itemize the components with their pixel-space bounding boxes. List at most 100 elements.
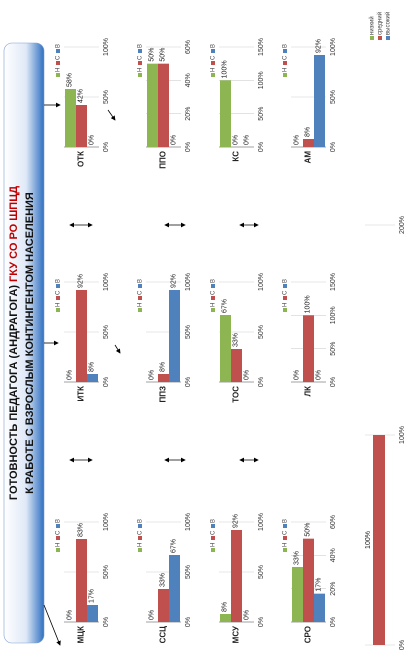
legend-label: Н (283, 543, 289, 547)
bar (314, 55, 325, 147)
category-label: ППО (159, 151, 168, 169)
legend-label: В (56, 519, 62, 523)
bar (158, 589, 169, 622)
x-tick-label: 0% (399, 640, 406, 650)
legend-swatch (283, 296, 287, 300)
value-label: 92% (232, 514, 239, 528)
x-tick-label: 50% (330, 342, 337, 356)
bar (76, 290, 87, 382)
bar (292, 567, 303, 622)
legend-label: С (138, 55, 144, 60)
bar (220, 614, 231, 622)
legend-label: С (138, 290, 144, 295)
x-tick-label: 0% (103, 142, 110, 152)
x-tick-label: 0% (258, 617, 265, 627)
title-part: ГОТОВНОСТЬ ПЕДАГОГА (АНДРАГОГА) (8, 285, 20, 500)
legend-swatch (283, 536, 287, 540)
x-tick-label: 100% (258, 513, 265, 531)
legend-label: Н (138, 543, 144, 547)
bar (87, 374, 98, 382)
legend-label: С (56, 55, 62, 60)
value-label: 17% (315, 578, 322, 592)
title-part: ГКУ СО РО ШПЦД (8, 186, 20, 282)
category-label: ТОС (232, 386, 241, 403)
legend-label: Н (211, 68, 217, 72)
legend-swatch (283, 73, 287, 77)
legend-swatch (56, 73, 60, 77)
value-label: 33% (293, 551, 300, 565)
x-tick-label: 100% (330, 38, 337, 56)
category-label: МСУ (232, 625, 241, 643)
x-tick-label: 40% (185, 73, 192, 87)
legend-swatch (283, 308, 287, 312)
category-label: МЦК (77, 626, 86, 644)
x-tick-label: 100% (103, 273, 110, 291)
category-label: ЛК (304, 386, 313, 397)
legend-label: С (138, 530, 144, 535)
x-tick-label: 50% (330, 90, 337, 104)
value-label: 33% (159, 573, 166, 587)
value-label: 67% (170, 539, 177, 553)
legend-label: С (211, 530, 217, 535)
legend-label: С (56, 290, 62, 295)
bar (231, 530, 242, 622)
bar (314, 593, 325, 622)
value-label: 0% (293, 135, 300, 145)
category-label: ОТК (77, 151, 86, 167)
x-tick-label: 100% (258, 71, 265, 89)
legend-label: В (56, 279, 62, 283)
bar (220, 315, 231, 382)
legend-swatch (56, 548, 60, 552)
value-label: 50% (159, 48, 166, 62)
value-label: 0% (243, 610, 250, 620)
legend-swatch (378, 36, 382, 40)
legend-label: высокий (385, 12, 392, 35)
x-tick-label: 100% (330, 306, 337, 324)
x-tick-label: 20% (330, 582, 337, 596)
value-label: 8% (159, 362, 166, 372)
value-label: 0% (243, 135, 250, 145)
x-tick-label: 60% (330, 515, 337, 529)
legend-swatch (211, 61, 215, 65)
value-label: 100% (365, 531, 372, 549)
legend-swatch (283, 524, 287, 528)
legend-label: В (56, 44, 62, 48)
legend-label: С (283, 55, 289, 60)
legend-swatch (211, 524, 215, 528)
legend-label: В (211, 279, 217, 283)
x-tick-label: 100% (103, 38, 110, 56)
title-line: ГОТОВНОСТЬ ПЕДАГОГА (АНДРАГОГА) ГКУ СО РО… (8, 186, 20, 500)
legend-label: В (283, 519, 289, 523)
value-label: 0% (232, 135, 239, 145)
legend-swatch (211, 296, 215, 300)
value-label: 0% (293, 370, 300, 380)
title-line: К РАБОТЕ С ВЗРОСЛЫМ КОНТИНГЕНТОМ НАСЕЛЕН… (24, 192, 36, 494)
legend-label: В (138, 279, 144, 283)
bar (303, 139, 314, 147)
x-tick-label: 0% (185, 617, 192, 627)
legend-swatch (56, 308, 60, 312)
legend-label: С (56, 530, 62, 535)
legend-label: С (283, 290, 289, 295)
x-tick-label: 150% (330, 273, 337, 291)
value-label: 0% (88, 135, 95, 145)
category-label: ИТК (77, 386, 86, 402)
value-label: 0% (170, 135, 177, 145)
legend-swatch (56, 536, 60, 540)
legend-label: С (283, 530, 289, 535)
legend-swatch (56, 49, 60, 53)
bar (169, 290, 180, 382)
legend-swatch (211, 536, 215, 540)
legend-swatch (211, 548, 215, 552)
legend-swatch (138, 536, 142, 540)
x-tick-label: 50% (258, 565, 265, 579)
legend-label: С (211, 55, 217, 60)
bar (373, 435, 385, 645)
legend-swatch (386, 36, 390, 40)
legend-label: Н (283, 303, 289, 307)
value-label: 83% (77, 523, 84, 537)
value-label: 42% (77, 89, 84, 103)
legend-swatch (138, 49, 142, 53)
legend-label: В (138, 519, 144, 523)
